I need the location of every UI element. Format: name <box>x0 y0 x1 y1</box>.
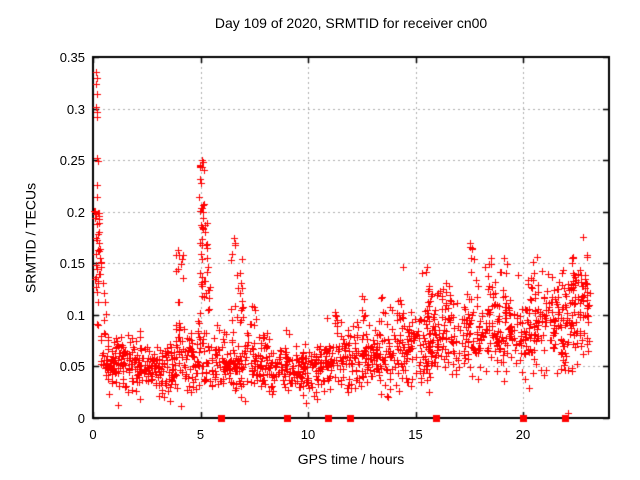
y-tick-label: 0.35 <box>59 50 85 65</box>
y-tick-label: 0.05 <box>59 359 85 375</box>
y-tick-label: 0.3 <box>66 101 85 117</box>
chart-title: Day 109 of 2020, SRMTID for receiver cn0… <box>214 15 488 31</box>
y-tick-label: 0.2 <box>66 204 85 220</box>
x-tick-label: 10 <box>300 427 316 442</box>
x-tick-label: 15 <box>408 427 423 442</box>
y-tick-label: 0.1 <box>66 307 85 323</box>
x-axis-label: GPS time / hours <box>297 451 405 467</box>
x-tick-label: 0 <box>89 427 97 442</box>
y-tick-label: 0 <box>77 411 85 426</box>
x-tick-label: 5 <box>196 427 205 442</box>
y-tick-label: 0.15 <box>59 256 85 272</box>
x-tick-label: 20 <box>515 427 531 442</box>
y-tick-label: 0.25 <box>59 153 85 169</box>
